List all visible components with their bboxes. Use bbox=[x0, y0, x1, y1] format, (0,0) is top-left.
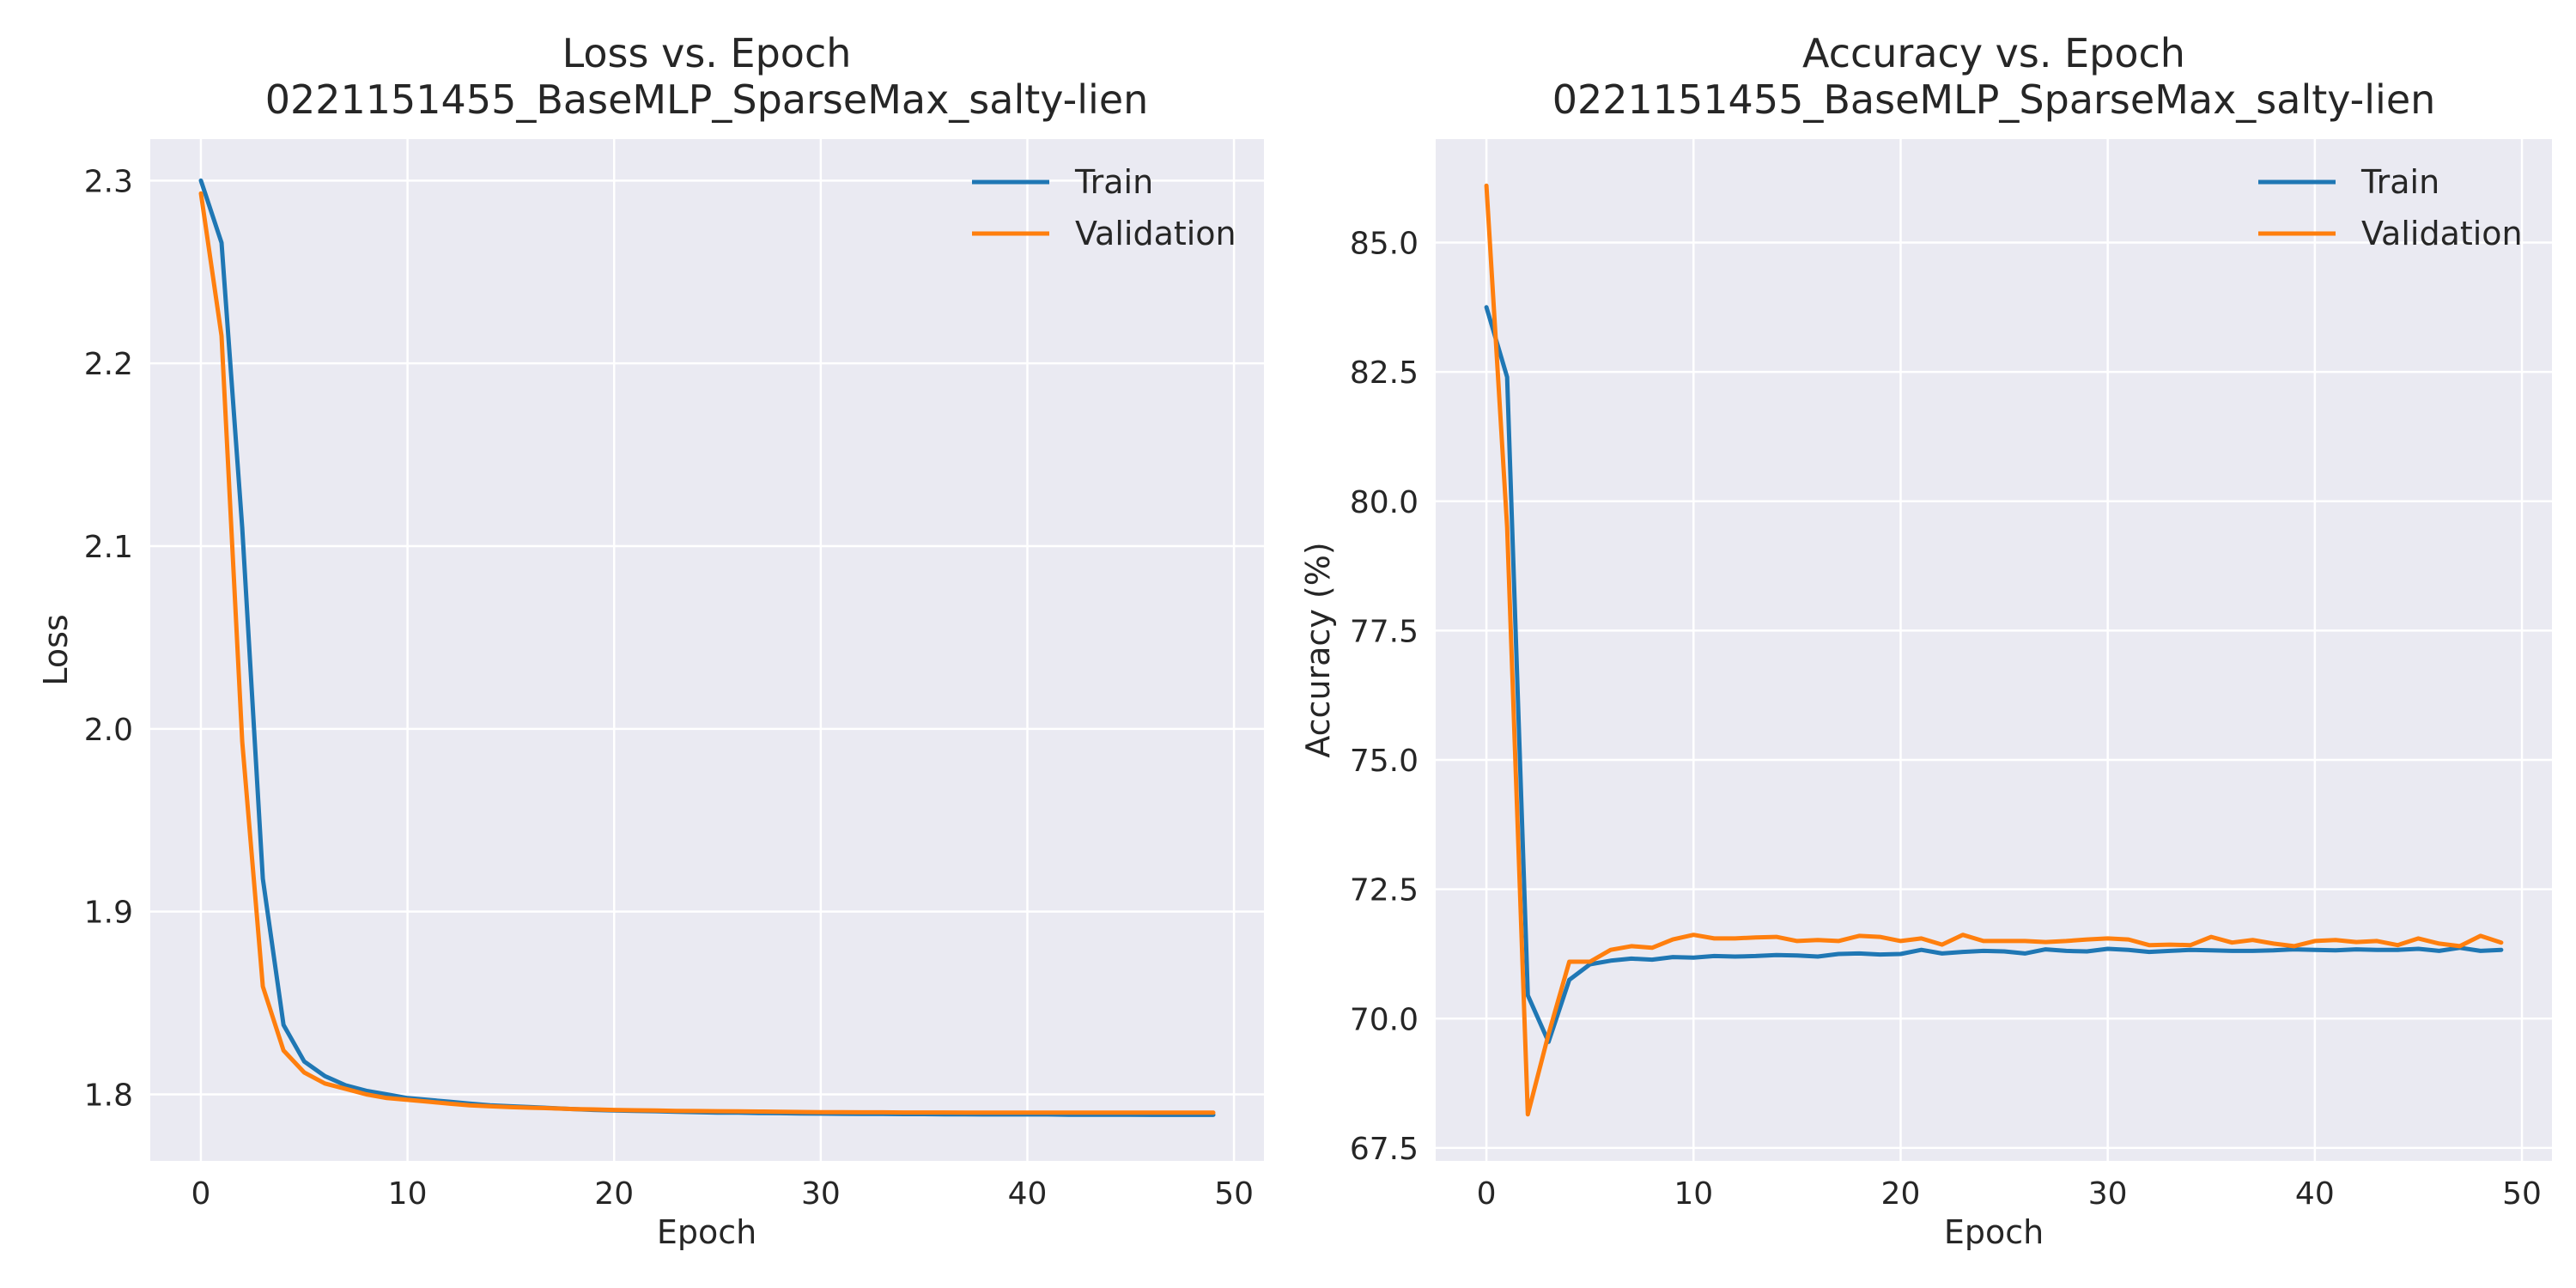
accuracy-y-tick-label: 85.0 bbox=[1350, 227, 1419, 262]
accuracy-y-tick-label: 67.5 bbox=[1350, 1132, 1419, 1167]
accuracy-x-tick-label: 30 bbox=[2088, 1176, 2128, 1212]
loss-plot-area bbox=[150, 139, 1264, 1161]
accuracy-series-validation-line bbox=[1484, 183, 2504, 1117]
loss-chart-subtitle: 0221151455_BaseMLP_SparseMax_salty-lien bbox=[265, 76, 1149, 123]
accuracy-x-axis-label: Epoch bbox=[1944, 1213, 2044, 1251]
loss-x-tick-label: 20 bbox=[594, 1176, 634, 1212]
loss-y-tick-label: 1.8 bbox=[84, 1078, 133, 1114]
loss-y-tick-label: 1.9 bbox=[84, 896, 133, 931]
accuracy-x-tick-label: 20 bbox=[1881, 1176, 1921, 1212]
loss-y-tick-label: 2.2 bbox=[84, 347, 133, 382]
accuracy-chart: Accuracy vs. Epoch 0221151455_BaseMLP_Sp… bbox=[1299, 30, 2552, 1251]
accuracy-x-tick-label: 10 bbox=[1674, 1176, 1713, 1212]
accuracy-y-axis-label: Accuracy (%) bbox=[1299, 542, 1337, 757]
accuracy-x-tick-label: 40 bbox=[2295, 1176, 2335, 1212]
accuracy-series bbox=[1484, 183, 2504, 1117]
accuracy-grid bbox=[1436, 139, 2552, 1161]
loss-x-tick-label: 30 bbox=[801, 1176, 841, 1212]
accuracy-chart-subtitle: 0221151455_BaseMLP_SparseMax_salty-lien bbox=[1552, 76, 2436, 123]
accuracy-y-tick-label: 75.0 bbox=[1350, 744, 1419, 779]
accuracy-y-tick-label: 72.5 bbox=[1350, 873, 1419, 908]
loss-x-tick-label: 10 bbox=[388, 1176, 428, 1212]
loss-series bbox=[198, 178, 1216, 1117]
loss-chart-title: Loss vs. Epoch bbox=[562, 30, 852, 76]
accuracy-legend-train-label: Train bbox=[2360, 163, 2439, 201]
accuracy-x-tick-label: 0 bbox=[1477, 1176, 1497, 1212]
loss-x-tick-label: 0 bbox=[191, 1176, 211, 1212]
loss-grid bbox=[150, 139, 1264, 1161]
accuracy-legend-validation-label: Validation bbox=[2361, 215, 2523, 252]
loss-y-tick-label: 2.0 bbox=[84, 713, 133, 748]
loss-ticks: 0 10 20 30 40 50 1.8 1.9 2.0 2.1 2.2 2.3 bbox=[84, 164, 1254, 1212]
loss-x-tick-label: 40 bbox=[1008, 1176, 1048, 1212]
loss-chart: Loss vs. Epoch 0221151455_BaseMLP_Sparse… bbox=[37, 30, 1264, 1251]
accuracy-series-train-line bbox=[1484, 305, 2504, 1044]
loss-x-tick-label: 50 bbox=[1214, 1176, 1254, 1212]
loss-legend-train-label: Train bbox=[1074, 163, 1153, 201]
loss-legend-validation-label: Validation bbox=[1075, 215, 1236, 252]
accuracy-y-tick-label: 80.0 bbox=[1350, 485, 1419, 520]
loss-y-tick-label: 2.1 bbox=[84, 530, 133, 565]
loss-series-validation-line bbox=[198, 191, 1216, 1115]
loss-x-axis-label: Epoch bbox=[657, 1213, 756, 1251]
accuracy-y-tick-label: 77.5 bbox=[1350, 614, 1419, 649]
accuracy-legend: Train Validation bbox=[2258, 163, 2523, 252]
loss-legend: Train Validation bbox=[972, 163, 1236, 252]
accuracy-x-tick-label: 50 bbox=[2502, 1176, 2542, 1212]
accuracy-ticks: 0 10 20 30 40 50 67.5 70.0 72.5 75.0 77.5 80.0 82.5 8… bbox=[1350, 227, 2542, 1212]
accuracy-y-tick-label: 82.5 bbox=[1350, 355, 1419, 391]
loss-y-axis-label: Loss bbox=[37, 614, 75, 685]
accuracy-y-tick-label: 70.0 bbox=[1350, 1002, 1419, 1037]
accuracy-plot-area bbox=[1436, 139, 2552, 1161]
loss-y-tick-label: 2.3 bbox=[84, 164, 133, 199]
accuracy-chart-title: Accuracy vs. Epoch bbox=[1802, 30, 2185, 76]
